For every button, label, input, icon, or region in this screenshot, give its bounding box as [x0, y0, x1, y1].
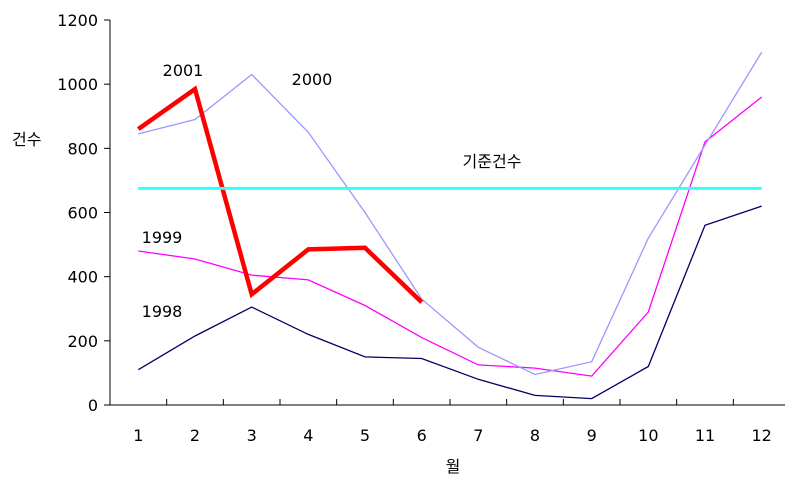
series-label-1999: 1999 [142, 228, 183, 247]
x-tick-label: 10 [638, 426, 658, 445]
series-line-2001 [137, 85, 424, 304]
x-tick-label: 1 [133, 426, 143, 445]
x-tick-label: 9 [587, 426, 597, 445]
series-lines [137, 51, 763, 400]
x-axis-title: 월 [446, 457, 461, 476]
y-tick-label: 200 [67, 332, 98, 351]
series-label-1998: 1998 [142, 302, 183, 321]
series-line-1998 [137, 205, 762, 400]
x-tick-label: 8 [530, 426, 540, 445]
series-label-기준건수: 기준건수 [463, 152, 522, 171]
x-tick-label: 6 [417, 426, 427, 445]
y-tick-label: 800 [67, 139, 98, 158]
y-tick-label: 600 [67, 204, 98, 223]
x-tick-label: 4 [303, 426, 313, 445]
x-tick-label: 2 [190, 426, 200, 445]
y-tick-label: 1200 [57, 11, 98, 30]
x-tick-label: 5 [360, 426, 370, 445]
x-tick-label: 12 [751, 426, 771, 445]
x-tick-label: 7 [473, 426, 483, 445]
y-tick-label: 400 [67, 268, 98, 287]
y-axis-title: 건수 [12, 130, 41, 149]
x-tick-label: 3 [247, 426, 257, 445]
x-tick-label: 11 [695, 426, 715, 445]
y-tick-label: 0 [88, 396, 98, 415]
series-label-2001: 2001 [163, 61, 204, 80]
series-line-2000 [138, 51, 763, 376]
y-tick-label: 1000 [57, 75, 98, 94]
series-labels: 1998 1999 2000 2001 기준건수 [142, 61, 522, 321]
series-line-1999 [138, 96, 763, 377]
series-label-2000: 2000 [292, 70, 333, 89]
